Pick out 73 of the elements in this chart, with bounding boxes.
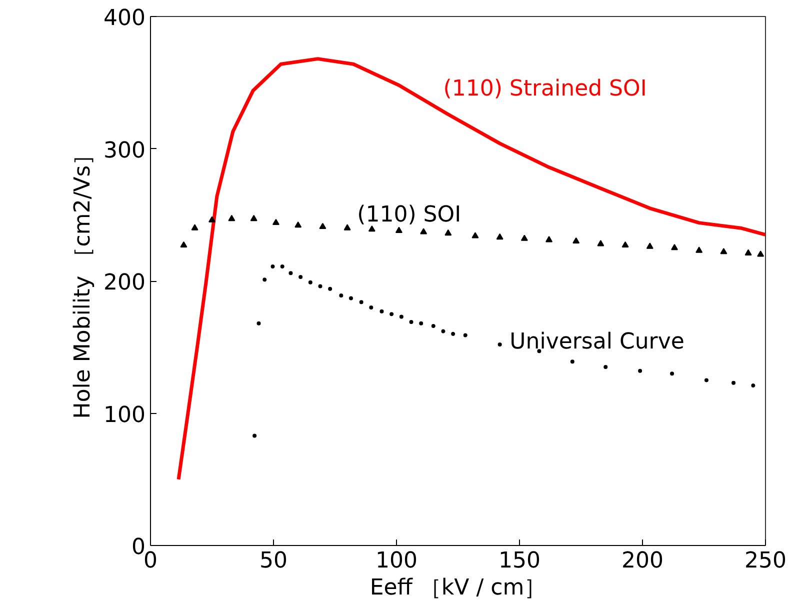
- point: [328, 286, 332, 291]
- point: [294, 221, 302, 228]
- point: [638, 368, 642, 373]
- point: [380, 309, 384, 314]
- point: [369, 305, 374, 310]
- point: [463, 333, 468, 338]
- point: [622, 241, 629, 248]
- point: [359, 300, 364, 304]
- point: [339, 294, 344, 298]
- point: [180, 241, 188, 248]
- point: [732, 380, 736, 385]
- point: [280, 264, 284, 268]
- point: [344, 224, 351, 230]
- point: [496, 233, 504, 240]
- point: [420, 228, 428, 234]
- y-tick-label: 300: [104, 138, 146, 164]
- x-tick-label: 100: [376, 548, 418, 574]
- point: [256, 321, 261, 326]
- point: [472, 232, 479, 238]
- series-label: (110) SOI: [357, 202, 462, 228]
- point: [751, 383, 756, 388]
- point: [419, 321, 424, 326]
- point: [191, 224, 198, 230]
- x-tick-label: 150: [498, 548, 541, 574]
- x-tick-label: 200: [622, 548, 664, 574]
- x-tick-label: 50: [260, 548, 288, 574]
- point: [431, 324, 436, 328]
- point: [395, 226, 402, 233]
- point: [597, 240, 604, 246]
- y-tick-label: 400: [104, 6, 146, 31]
- point: [208, 216, 216, 222]
- point: [670, 244, 678, 250]
- y-tick-label: 200: [104, 270, 146, 296]
- x-tick-label: 250: [744, 548, 787, 574]
- series-label: Universal Curve: [510, 329, 684, 354]
- line-series: [176, 57, 766, 482]
- point: [520, 234, 528, 241]
- point: [441, 329, 446, 334]
- point: [537, 349, 542, 354]
- point: [696, 246, 703, 253]
- point: [228, 214, 236, 222]
- point: [252, 434, 257, 438]
- point: [646, 242, 654, 249]
- point: [498, 342, 502, 346]
- point: [444, 229, 452, 236]
- point: [744, 249, 752, 256]
- point: [451, 332, 456, 336]
- point: [390, 312, 394, 316]
- point: [604, 364, 608, 369]
- point: [572, 237, 580, 244]
- point: [319, 222, 326, 230]
- point: [272, 218, 280, 226]
- point: [288, 271, 293, 276]
- point: [546, 236, 553, 242]
- point: [399, 314, 404, 319]
- point: [757, 250, 764, 257]
- point: [308, 280, 312, 284]
- point: [348, 296, 353, 300]
- point: [262, 278, 267, 282]
- point: [318, 284, 322, 288]
- point: [409, 320, 414, 324]
- point: [250, 214, 258, 222]
- y-axis-title: Hole Mobility ［cm2/Vs］: [70, 143, 96, 419]
- series-label: (110) Strained SOI: [443, 76, 647, 102]
- point: [704, 378, 708, 382]
- point: [570, 360, 574, 364]
- point: [670, 372, 674, 376]
- y-tick-label: 100: [104, 402, 146, 428]
- point: [298, 275, 303, 280]
- x-axis-title: Eeff ［kV / cm］: [370, 576, 546, 600]
- point: [720, 248, 728, 254]
- point: [270, 264, 275, 268]
- point: [368, 225, 376, 232]
